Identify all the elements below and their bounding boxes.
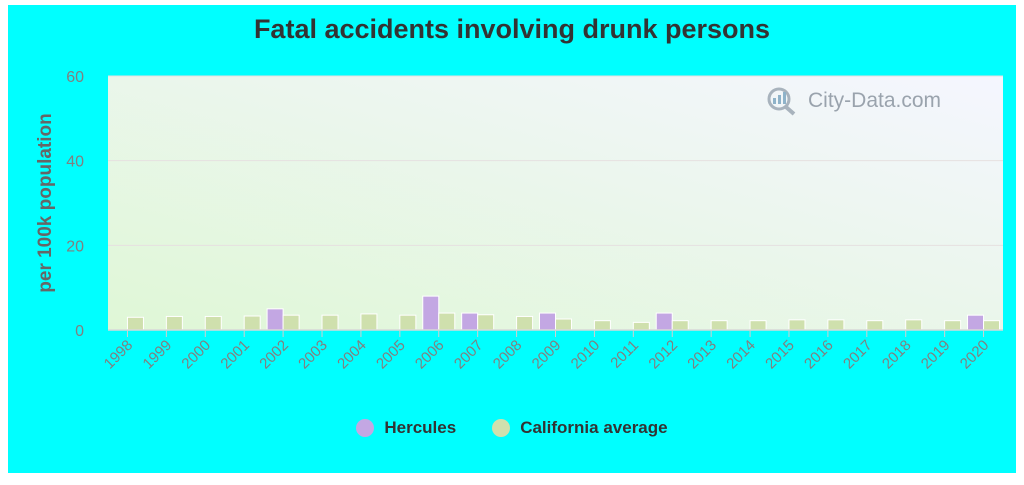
y-tick-label: 40 [66,154,84,171]
bar-california-average-2003 [321,314,339,331]
x-tick-label: 2004 [334,337,370,373]
x-tick-label: 2006 [412,337,448,373]
bar-california-average-2000 [204,315,222,331]
x-tick-label: 2017 [840,337,876,373]
bar-hercules-2007 [461,312,479,331]
bar-california-average-2010 [593,320,611,331]
legend-label-california-average: California average [520,418,668,437]
x-tick-label: 2015 [762,337,798,373]
bar-california-average-2013 [710,320,728,331]
legend-swatch-hercules [356,419,375,437]
x-tick-label: 2014 [723,337,759,373]
plot-area [108,76,1003,330]
legend: Hercules California average [0,418,1024,438]
bar-california-average-2006 [438,312,456,331]
x-tick-label: 2013 [684,337,720,373]
bar-hercules-2012 [655,312,673,331]
magnifier-chart-icon [767,87,796,116]
bar-california-average-2016 [827,319,845,331]
x-tick-label: 2001 [217,337,253,373]
x-tick-label: 2009 [529,337,565,373]
y-axis-label: per 100k population [35,113,56,292]
bar-hercules-2009 [539,312,556,331]
bar-california-average-2002 [282,314,300,331]
x-tick-label: 2007 [451,337,487,373]
bar-california-average-2009 [555,318,572,331]
bar-california-average-2007 [477,314,495,331]
chart-title: Fatal accidents involving drunk persons [253,14,771,44]
x-tick-label: 2003 [295,337,331,373]
x-tick-label: 2011 [607,337,642,372]
x-tick-label: 2019 [918,337,954,373]
bar-california-average-1998 [126,316,144,331]
bar-california-average-2011 [632,321,650,331]
legend-swatch-california-average [492,419,511,437]
bar-hercules-2020 [967,314,985,331]
legend-item-hercules[interactable]: Hercules [356,418,456,438]
x-tick-label: 2016 [801,337,837,373]
legend-label-hercules: Hercules [384,418,457,437]
x-tick-label: 2002 [256,337,292,373]
watermark: City-Data.com [766,86,941,116]
x-tick-label: 2005 [373,337,409,373]
y-tick-label: 0 [75,323,84,340]
bar-hercules-2006 [422,295,440,331]
x-tick-label: 1998 [101,337,137,373]
bar-california-average-2001 [243,315,261,331]
bar-california-average-2018 [905,319,923,331]
x-tick-label: 2020 [957,337,993,373]
bar-california-average-2012 [671,320,689,331]
bars [126,295,1001,331]
x-tick-label: 2008 [490,337,526,373]
x-tick-label: 1999 [140,337,176,373]
bar-california-average-2015 [788,319,806,331]
x-tick-label: 2010 [568,337,604,373]
grid-lines [108,75,1003,246]
y-tick-label: 60 [66,69,84,86]
x-tick-label: 2012 [645,337,681,373]
bar-california-average-2017 [866,320,884,331]
bar-california-average-2004 [360,313,378,331]
bar-california-average-2019 [944,320,962,331]
bar-california-average-2014 [749,320,767,331]
legend-item-california-average[interactable]: California average [492,418,668,438]
y-tick-label: 20 [66,238,84,255]
bar-california-average-2020 [983,320,1001,331]
bar-california-average-2005 [399,314,417,331]
x-tick-label: 2000 [178,337,214,373]
x-tick-label: 2018 [879,337,915,373]
bar-california-average-1999 [165,315,183,331]
bar-california-average-2008 [516,315,534,331]
bar-hercules-2002 [266,308,284,331]
watermark-text: City-Data.com [808,89,942,112]
